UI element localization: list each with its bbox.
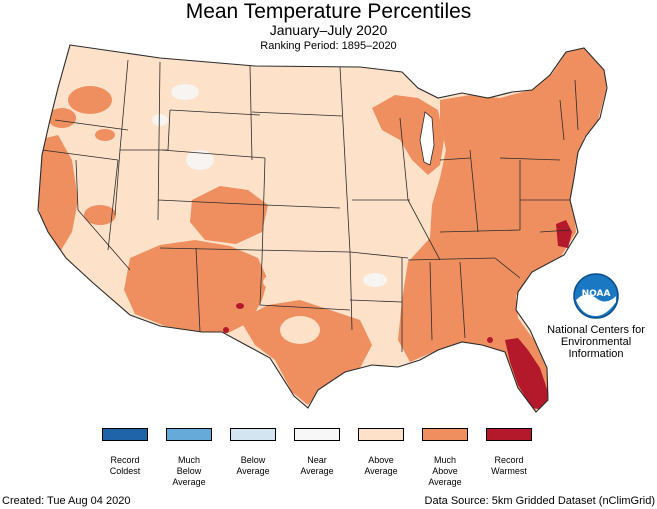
lake-michigan [419,111,435,166]
legend-swatch [166,428,212,441]
region-record-new-mexico-1 [236,303,244,309]
region-much-above-texas [240,300,372,405]
legend-label: Near Average [300,455,334,476]
state-boundaries [41,59,579,352]
legend-swatch [230,428,276,441]
legend-item: Much Below Average [155,428,223,488]
created-date: Created: Tue Aug 04 2020 [2,495,131,507]
legend: Record Coldest Much Below Average Below Av… [91,428,571,492]
legend-item: Much Above Average [411,428,479,488]
legend-label: Record Warmest [491,455,527,476]
region-much-above-nw-3 [95,129,115,141]
legend-item: Record Coldest [91,428,159,477]
region-much-above-southwest [124,240,268,333]
region-much-above-west-coast [38,135,78,252]
map-subtitle: January–July 2020 [269,22,388,38]
region-much-above-nevada [84,205,116,225]
region-above-central-texas [280,316,320,344]
ranking-period: Ranking Period: 1895–2020 [260,40,397,52]
region-much-above-colorado [190,186,268,244]
region-record-keys [530,416,536,420]
data-source: Data Source: 5km Gridded Dataset (nClimG… [424,495,655,507]
legend-item: Above Average [347,428,415,477]
region-near-montana-1 [171,84,199,100]
legend-swatch [102,428,148,441]
region-record-florida-panhandle [487,337,493,343]
noaa-logo-text: NOAA [582,289,611,299]
legend-item: Record Warmest [475,428,543,477]
agency-name: National Centers for Environmental Infor… [547,324,645,360]
legend-label: Much Above Average [428,455,462,487]
legend-swatch [294,428,340,441]
region-record-new-mexico-2 [223,327,229,333]
region-near-montana-2 [152,114,168,126]
noaa-logo-icon: NOAA [572,272,620,320]
legend-label: Record Coldest [109,455,141,476]
legend-swatch [422,428,468,441]
region-much-above-nw-2 [48,108,76,128]
legend-label: Much Below Average [172,455,206,487]
legend-swatch [358,428,404,441]
region-above-texas-panhandle [263,272,307,292]
region-near-wyoming [186,150,214,170]
legend-item: Near Average [283,428,351,477]
region-much-above-east [398,48,606,412]
legend-label: Above Average [364,455,398,476]
legend-label: Below Average [236,455,270,476]
legend-swatch [486,428,532,441]
map-title: Mean Temperature Percentiles [185,0,472,23]
region-record-florida [505,338,548,410]
legend-item: Below Average [219,428,287,477]
region-near-ozarks [363,273,387,287]
us-outline [37,44,608,413]
region-much-above-nw-1 [68,86,112,114]
region-record-delmarva [556,220,572,248]
